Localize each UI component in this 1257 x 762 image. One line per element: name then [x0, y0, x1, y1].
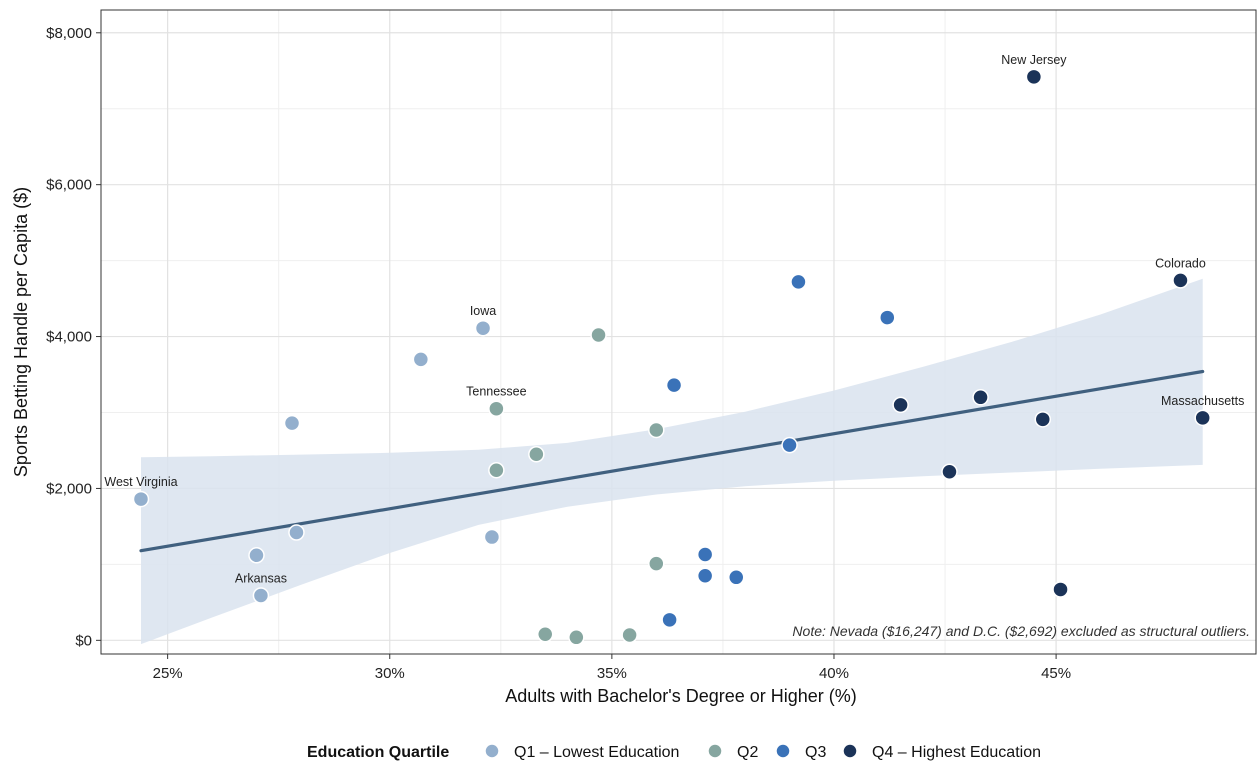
- legend-label-q2: Q2: [737, 744, 758, 761]
- data-point-q2: [648, 555, 665, 572]
- legend-swatch-q2: [707, 743, 723, 759]
- x-axis-ticks: 25% 30% 35% 40% 45%: [153, 654, 1071, 682]
- data-point-q1: [412, 351, 430, 368]
- x-tick-label: 40%: [819, 665, 849, 682]
- data-point-q4: [1025, 68, 1043, 86]
- x-tick-label: 45%: [1041, 665, 1071, 682]
- data-point-q1: [283, 414, 301, 432]
- legend: Education Quartile Q1 – Lowest Education…: [307, 743, 1041, 761]
- y-axis-ticks: $0 $2,000 $4,000 $6,000 $8,000: [46, 25, 101, 649]
- data-point-q1: [252, 587, 270, 604]
- data-point-q2: [648, 421, 665, 439]
- data-point-q1: [483, 528, 501, 546]
- data-point-q1: [474, 319, 492, 337]
- data-point-q3: [879, 309, 896, 326]
- data-point-q1: [288, 524, 305, 541]
- data-point-q3: [728, 569, 745, 586]
- data-point-q3: [696, 546, 714, 563]
- data-point-q3: [790, 273, 807, 291]
- data-point-q3: [781, 436, 798, 454]
- data-point-q2: [488, 461, 505, 479]
- data-point-q2: [528, 446, 545, 463]
- x-tick-label: 25%: [153, 665, 183, 682]
- x-tick-label: 35%: [597, 665, 627, 682]
- legend-swatch-q3: [775, 743, 791, 759]
- data-point-q4: [1172, 272, 1189, 289]
- data-points-layer: [132, 68, 1211, 646]
- y-tick-label: $8,000: [46, 25, 92, 42]
- legend-title: Education Quartile: [307, 744, 449, 761]
- data-point-q1: [132, 490, 150, 508]
- x-tick-label: 30%: [375, 665, 405, 682]
- data-point-q1: [248, 547, 265, 564]
- legend-label-q3: Q3: [805, 744, 826, 761]
- data-point-q4: [972, 389, 989, 406]
- data-point-q3: [665, 376, 683, 394]
- chart-note: Note: Nevada ($16,247) and D.C. ($2,692)…: [792, 623, 1250, 639]
- data-point-q4: [1034, 411, 1052, 428]
- point-label: West Virginia: [104, 475, 177, 489]
- point-label: New Jersey: [1001, 53, 1067, 67]
- data-point-q2: [568, 629, 585, 646]
- point-labels-layer: West Virginia Arkansas Iowa Tennessee New Je…: [104, 53, 1244, 586]
- data-point-q2: [621, 626, 638, 644]
- point-label: Arkansas: [235, 572, 287, 586]
- y-axis-title: Sports Betting Handle per Capita ($): [11, 187, 31, 477]
- data-point-q3: [661, 611, 678, 629]
- legend-label-q4: Q4 – Highest Education: [872, 744, 1041, 761]
- y-tick-label: $6,000: [46, 177, 92, 194]
- data-point-q4: [892, 396, 909, 414]
- legend-swatch-q4: [842, 743, 858, 759]
- legend-swatch-q1: [484, 743, 500, 759]
- point-label: Colorado: [1155, 256, 1206, 270]
- x-axis-title: Adults with Bachelor's Degree or Higher …: [505, 686, 857, 706]
- y-tick-label: $2,000: [46, 480, 92, 497]
- data-point-q4: [1052, 581, 1069, 598]
- y-tick-label: $4,000: [46, 329, 92, 346]
- trend-line-layer: [139, 369, 1205, 553]
- data-point-q4: [941, 463, 958, 480]
- y-tick-label: $0: [75, 632, 92, 649]
- point-label: Massachusetts: [1161, 394, 1244, 408]
- data-point-q4: [1194, 409, 1211, 427]
- data-point-q2: [536, 626, 554, 643]
- data-point-q2: [488, 400, 505, 417]
- legend-label-q1: Q1 – Lowest Education: [514, 744, 679, 761]
- data-point-q3: [696, 567, 714, 585]
- point-label: Tennessee: [466, 385, 527, 399]
- plot-frame: [100, 9, 1257, 655]
- point-label: Iowa: [470, 304, 496, 318]
- data-point-q2: [590, 326, 607, 344]
- trend-line: [139, 369, 1205, 553]
